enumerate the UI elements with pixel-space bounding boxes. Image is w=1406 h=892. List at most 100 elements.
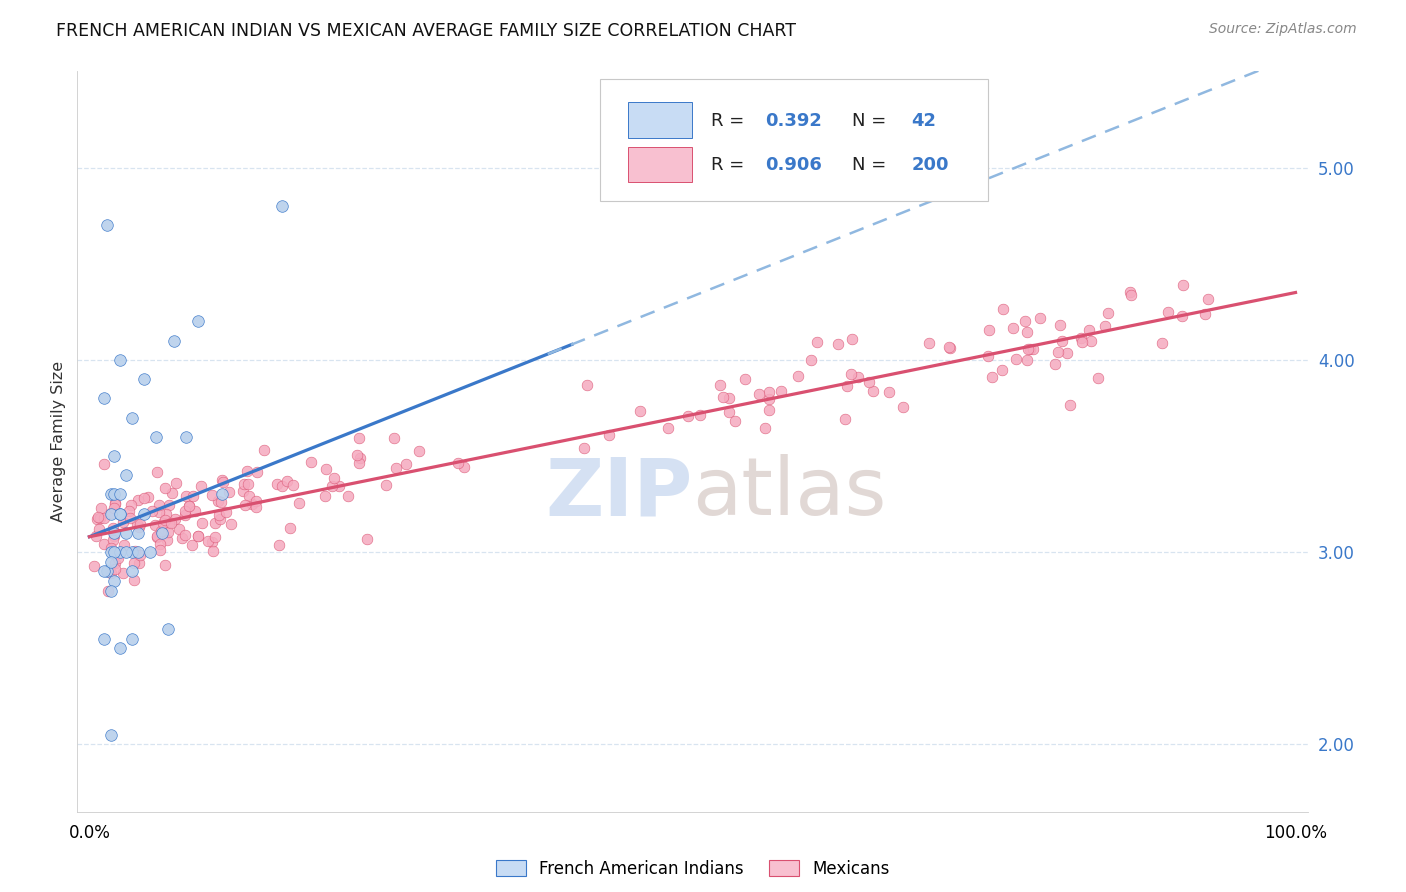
Point	[266, 477, 288, 491]
Point	[337, 489, 360, 503]
Point	[122, 573, 145, 587]
Point	[156, 524, 179, 539]
Point	[108, 507, 131, 521]
Point	[103, 574, 125, 588]
Point	[281, 478, 304, 492]
Point	[153, 513, 176, 527]
Point	[724, 414, 747, 428]
Point	[201, 535, 224, 549]
Point	[103, 487, 125, 501]
Point	[100, 506, 122, 520]
Point	[104, 562, 127, 576]
Point	[187, 529, 209, 543]
Point	[93, 511, 115, 525]
Point	[1080, 334, 1102, 348]
Point	[806, 334, 828, 349]
Point	[385, 460, 408, 475]
Point	[211, 487, 233, 501]
Point	[132, 507, 155, 521]
Point	[165, 476, 187, 491]
Point	[111, 515, 134, 529]
Point	[446, 456, 468, 470]
Text: atlas: atlas	[693, 454, 887, 533]
Point	[149, 537, 172, 551]
Point	[1157, 304, 1180, 318]
Point	[1119, 285, 1142, 300]
Point	[770, 384, 793, 399]
Point	[1043, 358, 1066, 372]
Point	[1017, 342, 1039, 356]
Point	[159, 516, 181, 530]
Point	[100, 545, 122, 559]
Point	[181, 489, 204, 503]
Point	[375, 478, 398, 492]
Point	[918, 335, 941, 350]
Point	[167, 522, 190, 536]
Point	[315, 462, 337, 476]
Point	[120, 498, 142, 512]
Point	[1005, 351, 1028, 366]
Point	[108, 352, 131, 367]
Point	[96, 218, 118, 232]
Point	[93, 565, 115, 579]
Point	[177, 499, 200, 513]
Point	[1021, 342, 1043, 356]
Point	[108, 545, 131, 559]
Point	[991, 301, 1014, 316]
Point	[114, 525, 136, 540]
Point	[356, 533, 378, 547]
Point	[127, 525, 149, 540]
Point	[143, 518, 166, 533]
Point	[209, 495, 232, 509]
Point	[128, 517, 150, 532]
Point	[84, 529, 107, 543]
Point	[384, 431, 406, 445]
Point	[575, 377, 598, 392]
Point	[718, 391, 741, 405]
Point	[240, 497, 263, 511]
Point	[1119, 288, 1142, 302]
Point	[155, 508, 177, 522]
Point	[1152, 336, 1174, 351]
Point	[190, 479, 212, 493]
Point	[754, 421, 776, 435]
Point	[156, 622, 179, 636]
Point	[127, 545, 149, 559]
Point	[114, 545, 136, 559]
Point	[191, 516, 214, 531]
Point	[976, 349, 998, 363]
Point	[827, 337, 849, 351]
Point	[858, 375, 880, 389]
Point	[246, 465, 269, 479]
Point	[786, 369, 808, 384]
Point	[1047, 344, 1070, 359]
Point	[170, 531, 193, 545]
Point	[177, 499, 200, 513]
Point	[148, 543, 170, 558]
Point	[100, 487, 122, 501]
Text: 200: 200	[911, 156, 949, 174]
Point	[800, 353, 823, 368]
Point	[108, 487, 131, 501]
Point	[347, 431, 370, 445]
Point	[155, 558, 177, 572]
Point	[148, 498, 170, 512]
Point	[1094, 319, 1116, 334]
Point	[150, 525, 173, 540]
Point	[245, 494, 267, 508]
Point	[598, 428, 620, 442]
Point	[87, 510, 110, 524]
Point	[103, 529, 125, 543]
Point	[93, 391, 115, 405]
Point	[112, 566, 135, 581]
Point	[93, 537, 115, 551]
Point	[174, 489, 197, 503]
Point	[841, 332, 863, 346]
Point	[1056, 346, 1078, 360]
Point	[141, 504, 163, 518]
Point	[89, 511, 111, 525]
Point	[163, 334, 186, 348]
Point	[146, 465, 169, 479]
Point	[314, 489, 336, 503]
Point	[689, 409, 711, 423]
